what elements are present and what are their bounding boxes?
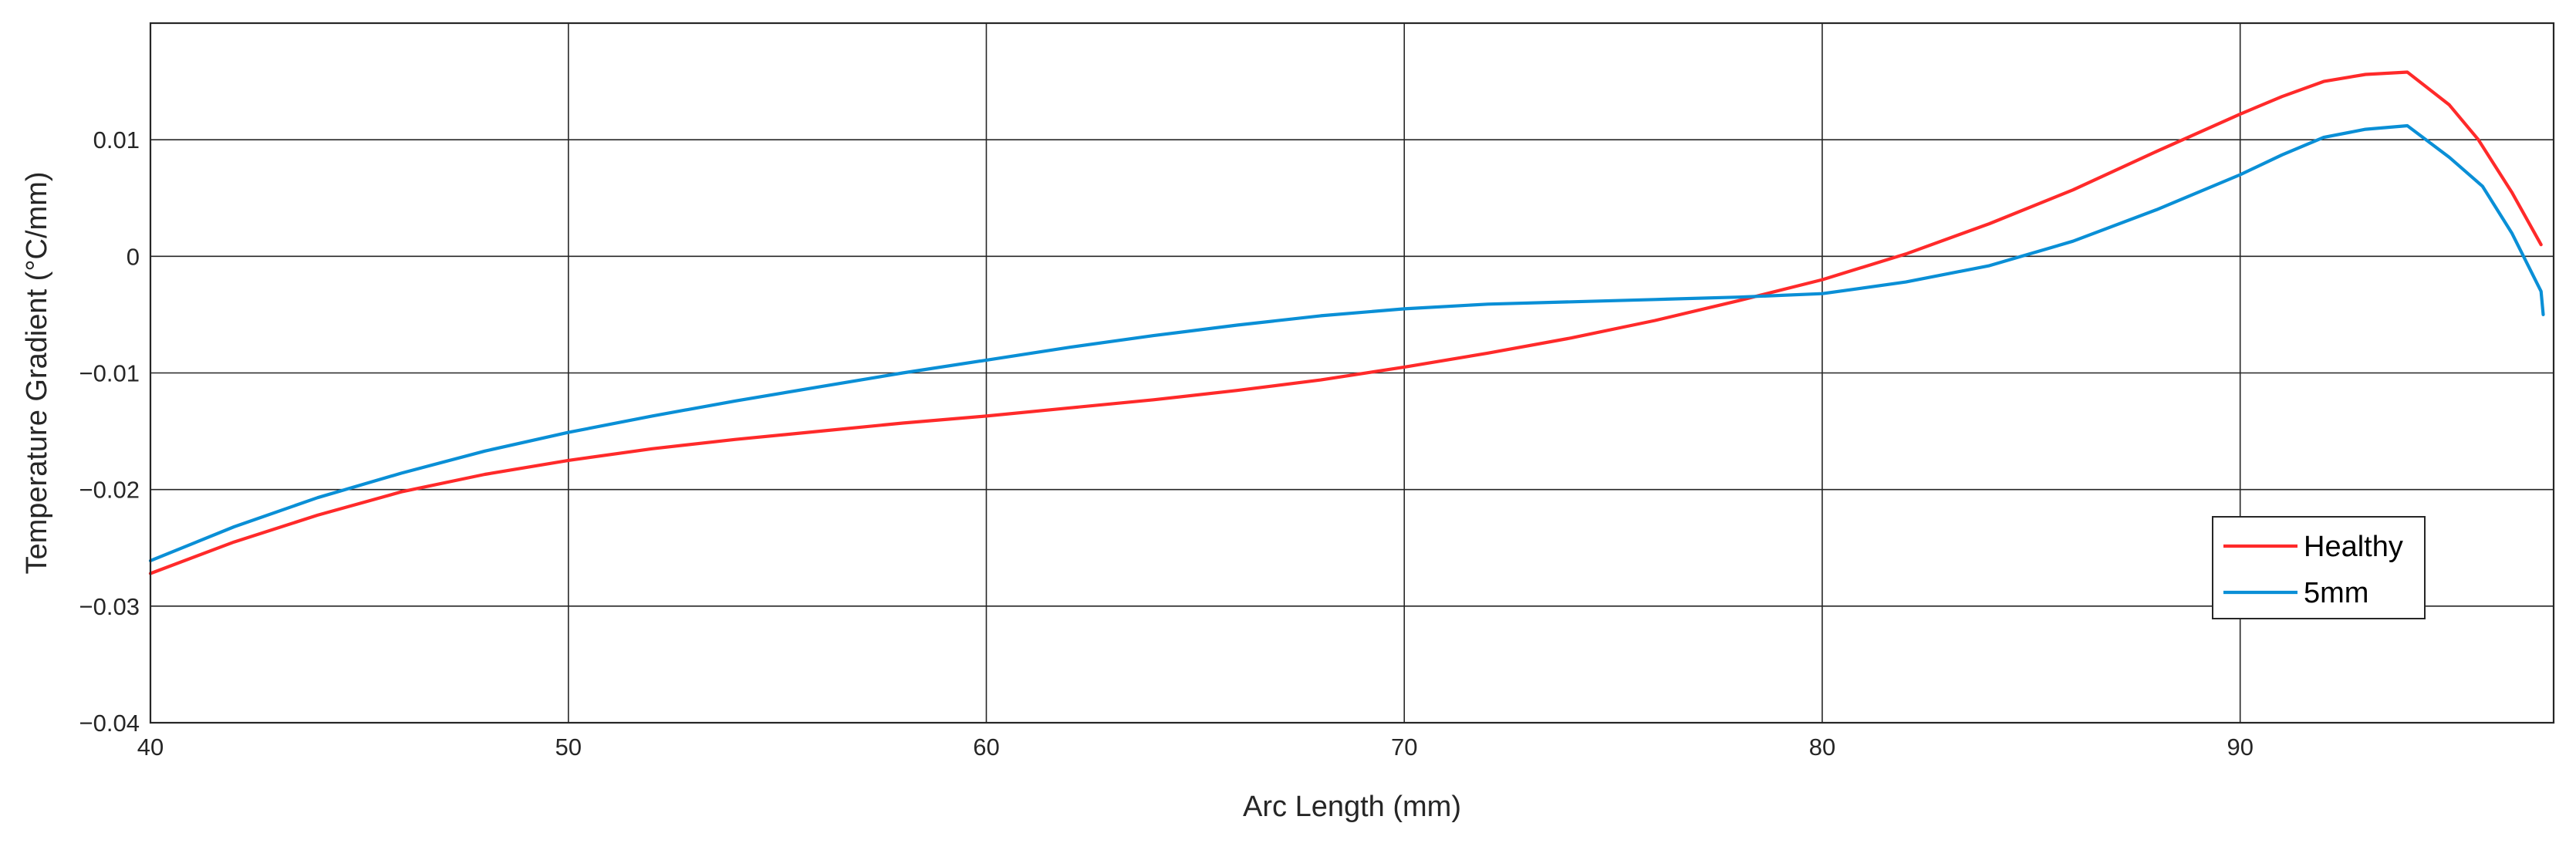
legend-label: 5mm [2304, 577, 2368, 609]
x-axis-ticks: 40 50 60 70 80 90 [137, 734, 2254, 761]
series-line-5mm [148, 123, 2545, 563]
x-tick-label: 50 [555, 734, 581, 761]
x-tick-label: 40 [137, 734, 164, 761]
y-tick-label: 0 [127, 243, 140, 270]
y-tick-label: −0.04 [79, 710, 140, 737]
x-axis-label: Arc Length (mm) [1243, 791, 1461, 823]
legend: Healthy 5mm [2212, 516, 2426, 619]
y-tick-label: −0.03 [79, 593, 140, 620]
y-axis-ticks: −0.04 −0.03 −0.02 −0.01 0 0.01 [79, 126, 140, 737]
x-tick-label: 70 [1391, 734, 1417, 761]
y-axis-label: Temperature Gradient (°C/mm) [21, 172, 53, 575]
y-tick-label: 0.01 [93, 126, 140, 153]
x-tick-label: 60 [973, 734, 999, 761]
grid-lines [150, 23, 2554, 723]
x-tick-label: 90 [2227, 734, 2253, 761]
legend-box [2212, 516, 2426, 619]
series-lines [148, 70, 2545, 575]
y-tick-label: −0.01 [79, 360, 140, 387]
x-tick-label: 80 [1809, 734, 1835, 761]
plot-frame [149, 22, 2555, 724]
y-tick-label: −0.02 [79, 477, 140, 504]
series-line-healthy [148, 70, 2543, 575]
legend-label: Healthy [2304, 531, 2403, 563]
